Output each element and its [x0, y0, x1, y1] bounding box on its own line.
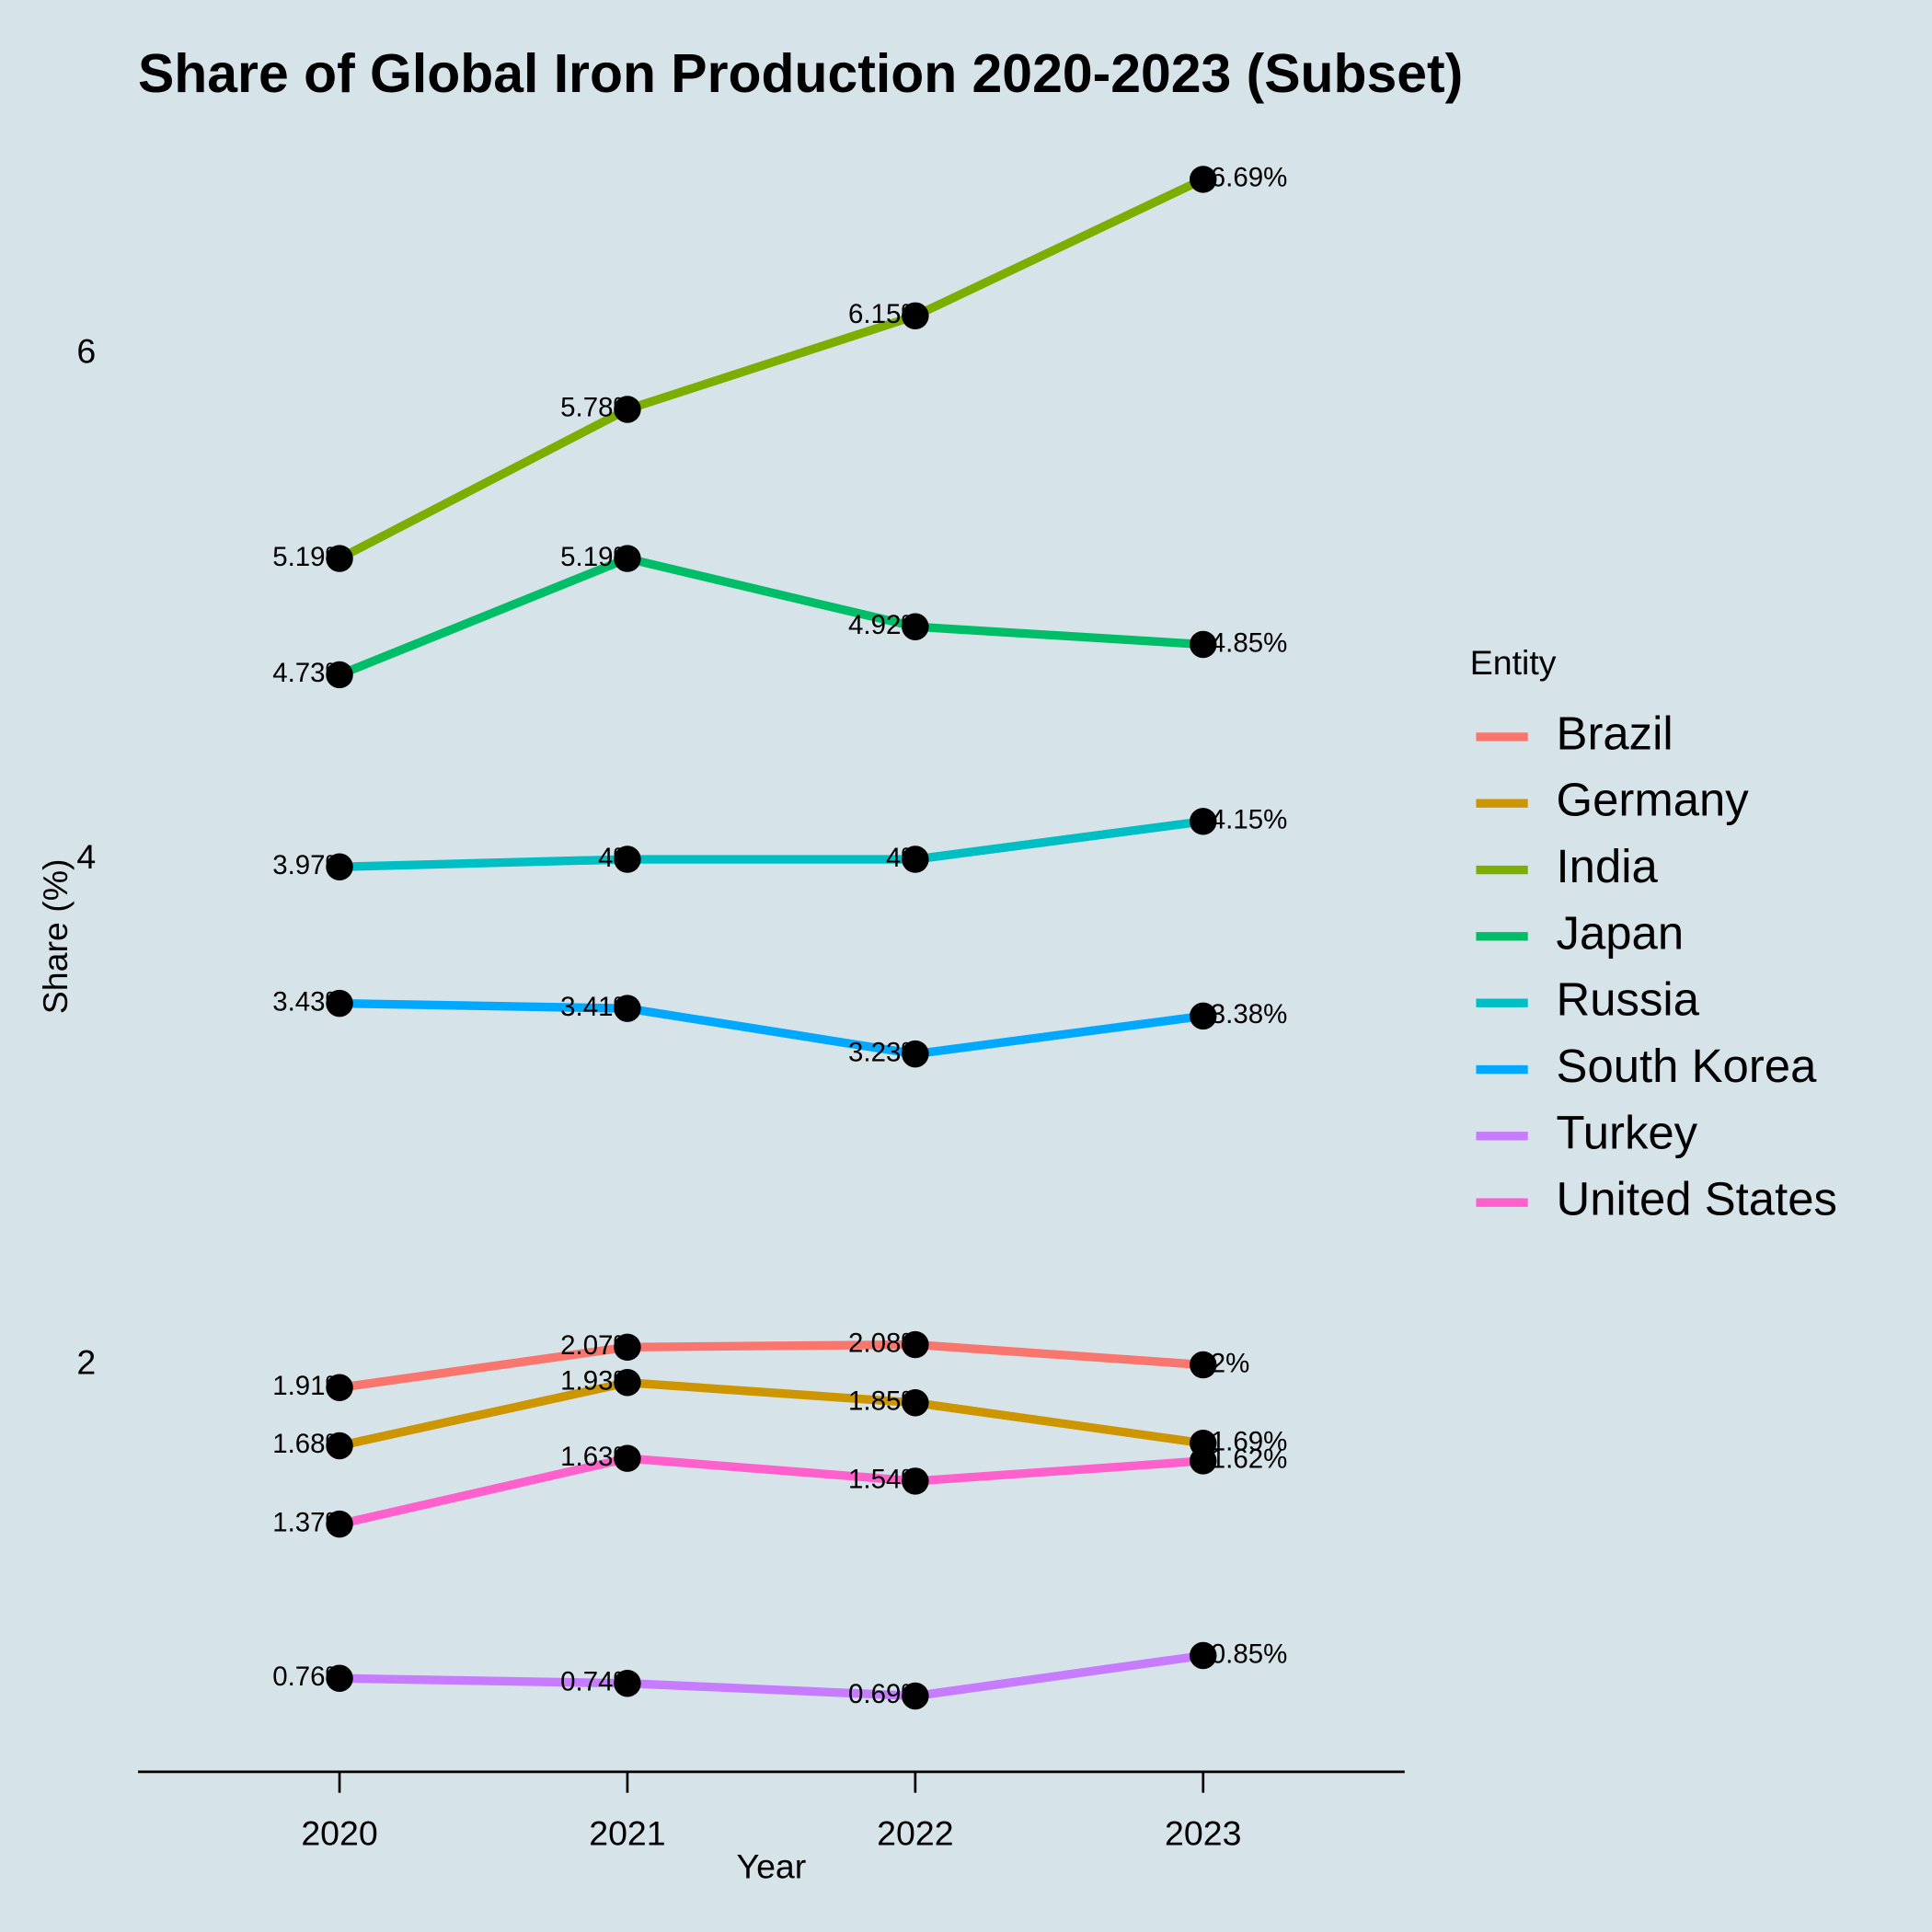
data-point — [902, 1330, 929, 1359]
data-point — [902, 302, 929, 330]
data-point — [614, 1669, 641, 1697]
series-line — [337, 175, 1205, 563]
data-point — [326, 661, 353, 689]
legend-label: Brazil — [1557, 707, 1673, 759]
data-point — [326, 1432, 353, 1460]
series-line — [338, 554, 1204, 679]
chart-title: Share of Global Iron Production 2020-202… — [138, 44, 1463, 104]
data-point — [614, 1333, 641, 1362]
y-tick-label: 6 — [76, 331, 96, 370]
data-label: 4.85% — [1211, 627, 1288, 658]
data-point — [614, 995, 641, 1022]
data-point — [614, 1369, 641, 1397]
y-tick-label: 4 — [76, 837, 96, 876]
data-point — [902, 613, 929, 640]
data-point — [1190, 1641, 1217, 1670]
series-line — [339, 1340, 1204, 1392]
x-axis-label: Year — [737, 1847, 807, 1886]
series-line — [339, 817, 1204, 871]
data-point — [326, 1510, 353, 1538]
data-point — [326, 1374, 353, 1401]
data-label: 6.69% — [1211, 163, 1288, 193]
legend-label: Japan — [1557, 906, 1685, 959]
data-label: 4.15% — [1211, 805, 1288, 835]
legend-label: South Korea — [1557, 1040, 1818, 1092]
data-point — [326, 853, 353, 880]
series-line — [339, 1378, 1204, 1451]
data-point — [614, 545, 641, 572]
data-point — [902, 845, 929, 873]
data-point — [614, 845, 641, 873]
data-point — [902, 1467, 929, 1495]
legend-label: Germany — [1557, 774, 1750, 826]
data-point — [326, 545, 353, 572]
y-axis-label: Share (%) — [36, 858, 75, 1014]
data-point — [902, 1682, 929, 1710]
data-label: 0.85% — [1211, 1639, 1288, 1669]
data-label: 2% — [1211, 1348, 1250, 1378]
data-point — [326, 989, 353, 1018]
legend-label: United States — [1557, 1173, 1837, 1225]
data-point — [1190, 1002, 1217, 1030]
data-point — [1190, 1351, 1217, 1379]
legend-label: India — [1557, 840, 1659, 892]
data-point — [902, 1040, 929, 1068]
series-line — [339, 998, 1204, 1059]
y-tick-label: 2 — [76, 1342, 96, 1381]
data-point — [902, 1389, 929, 1417]
data-point — [1190, 166, 1217, 193]
series-line — [339, 1650, 1204, 1701]
x-tick-label: 2022 — [877, 1813, 953, 1852]
legend-title: Entity — [1470, 643, 1557, 682]
legend-label: Turkey — [1557, 1106, 1698, 1158]
data-point — [1190, 808, 1217, 835]
x-tick-label: 2023 — [1165, 1813, 1241, 1852]
data-point — [614, 396, 641, 423]
x-tick-label: 2021 — [589, 1813, 665, 1852]
x-tick-label: 2020 — [301, 1813, 377, 1852]
data-label: 1.69% — [1211, 1426, 1288, 1456]
data-point — [1190, 630, 1217, 659]
data-point — [614, 1444, 641, 1472]
data-label: 3.38% — [1211, 999, 1288, 1029]
series-line — [338, 1454, 1204, 1529]
data-point — [1190, 1447, 1217, 1475]
legend-label: Russia — [1557, 973, 1700, 1026]
data-label: 1.62% — [1211, 1444, 1288, 1475]
data-point — [326, 1664, 353, 1692]
